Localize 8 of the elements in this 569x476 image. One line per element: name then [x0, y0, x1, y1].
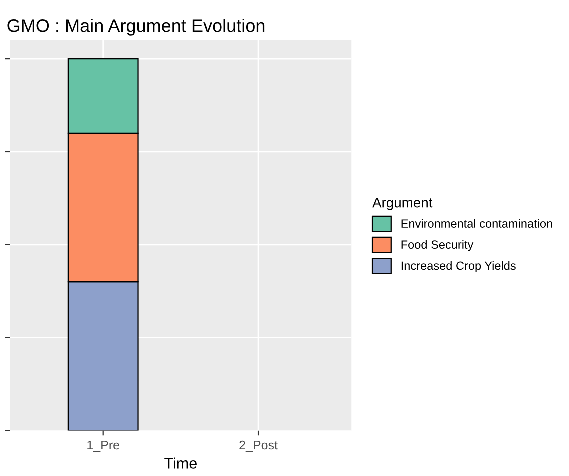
legend-label: Food Security [402, 240, 474, 252]
legend-label: Environmental contamination [402, 219, 552, 228]
x-tick-label: 1_Pre [88, 440, 120, 452]
legend-title: Argument [372, 198, 433, 210]
legend-label: Increased Crop Yields [402, 261, 516, 272]
chart-title: GMO : Main Argument Evolution [8, 19, 265, 36]
x-axis-title: Time [164, 458, 197, 469]
x-tick-label: 2_Post [240, 440, 278, 452]
